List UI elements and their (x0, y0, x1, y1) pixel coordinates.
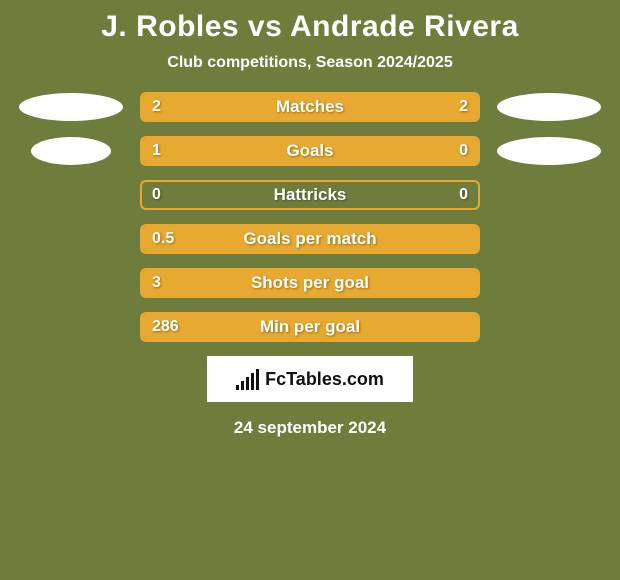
stat-value-left: 3 (152, 274, 161, 292)
stat-bar: 2 2 Matches (140, 92, 480, 122)
comparison-card: J. Robles vs Andrade Rivera Club competi… (0, 0, 620, 580)
stat-bar: 1 0 Goals (140, 136, 480, 166)
stats-container: 2 2 Matches 1 0 Goals 0 0 Hattricks 0.5 Goals per … (8, 92, 612, 342)
right-oval-slot (494, 137, 604, 165)
stat-value-right: 0 (459, 186, 468, 204)
stat-row: 2 2 Matches (8, 92, 612, 122)
player-left-marker (19, 93, 123, 121)
stat-row: 1 0 Goals (8, 136, 612, 166)
stat-value-left: 286 (152, 318, 179, 336)
logo-bars-icon (236, 369, 259, 390)
stat-label: Min per goal (260, 317, 360, 337)
stat-label: Matches (276, 97, 344, 117)
stat-row: 286 Min per goal (8, 312, 612, 342)
stat-value-left: 0.5 (152, 230, 174, 248)
subtitle: Club competitions, Season 2024/2025 (8, 54, 612, 72)
stat-row: 0 0 Hattricks (8, 180, 612, 210)
stat-label: Hattricks (274, 185, 347, 205)
player-right-marker (497, 137, 601, 165)
left-oval-slot (16, 93, 126, 121)
date-text: 24 september 2024 (8, 418, 612, 438)
stat-bar: 286 Min per goal (140, 312, 480, 342)
stat-value-right: 2 (459, 98, 468, 116)
stat-value-left: 1 (152, 142, 161, 160)
stat-value-left: 0 (152, 186, 161, 204)
stat-row: 3 Shots per goal (8, 268, 612, 298)
player-right-marker (497, 93, 601, 121)
player-left-marker (31, 137, 111, 165)
logo-box: FcTables.com (207, 356, 413, 402)
stat-bar-fill-left (142, 138, 404, 164)
stat-row: 0.5 Goals per match (8, 224, 612, 254)
page-title: J. Robles vs Andrade Rivera (8, 10, 612, 44)
stat-value-left: 2 (152, 98, 161, 116)
stat-label: Goals per match (243, 229, 376, 249)
stat-label: Goals (286, 141, 333, 161)
logo-text: FcTables.com (265, 369, 384, 390)
stat-bar: 0 0 Hattricks (140, 180, 480, 210)
left-oval-slot (16, 137, 126, 165)
right-oval-slot (494, 93, 604, 121)
stat-label: Shots per goal (251, 273, 369, 293)
stat-value-right: 0 (459, 142, 468, 160)
stat-bar: 0.5 Goals per match (140, 224, 480, 254)
stat-bar: 3 Shots per goal (140, 268, 480, 298)
